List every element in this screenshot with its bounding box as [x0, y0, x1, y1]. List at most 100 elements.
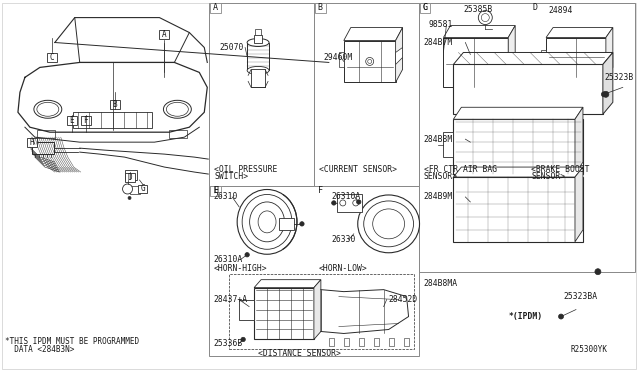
Text: <HORN-LOW>: <HORN-LOW> [319, 264, 367, 273]
Polygon shape [606, 28, 613, 77]
Circle shape [123, 184, 132, 194]
Bar [359, 339, 364, 346]
Bar [129, 186, 140, 194]
Polygon shape [396, 28, 403, 82]
Bar [419, 3, 528, 186]
Circle shape [368, 60, 372, 64]
Circle shape [481, 14, 490, 22]
Bar [444, 38, 508, 87]
Ellipse shape [258, 211, 276, 233]
Polygon shape [444, 26, 515, 38]
Bar [546, 38, 606, 77]
Text: DATA <284B3N>: DATA <284B3N> [5, 345, 74, 354]
Bar [209, 3, 314, 186]
Circle shape [454, 64, 462, 71]
Bar [315, 186, 326, 196]
Circle shape [332, 201, 336, 205]
Bar [329, 339, 334, 346]
Bar [344, 339, 349, 346]
Bar [344, 41, 396, 82]
Text: F: F [318, 186, 323, 195]
Polygon shape [546, 28, 613, 38]
Text: 28437+A: 28437+A [213, 295, 248, 304]
Ellipse shape [250, 202, 285, 242]
Polygon shape [453, 107, 583, 119]
Circle shape [356, 200, 361, 204]
Bar [159, 30, 170, 39]
Text: *THIS IPDM MUST BE PROGRAMMED: *THIS IPDM MUST BE PROGRAMMED [5, 337, 139, 346]
Ellipse shape [358, 195, 420, 253]
Circle shape [595, 269, 601, 275]
Polygon shape [453, 52, 613, 64]
Text: 26310A: 26310A [332, 192, 361, 202]
Circle shape [353, 200, 359, 206]
Text: SENSOR>: SENSOR> [531, 171, 565, 180]
Text: 25385B: 25385B [463, 5, 493, 14]
Text: 25336B: 25336B [213, 339, 243, 348]
Bar [314, 186, 419, 272]
Text: D: D [532, 3, 537, 12]
Bar [420, 3, 431, 13]
Text: H: H [29, 138, 34, 147]
Bar [229, 274, 413, 349]
Bar [444, 132, 453, 157]
Text: 26310A: 26310A [213, 255, 243, 264]
Circle shape [128, 196, 131, 199]
Bar [453, 177, 583, 242]
Text: SWITCH>: SWITCH> [214, 171, 248, 180]
Ellipse shape [372, 209, 404, 239]
Text: C: C [422, 3, 428, 12]
Text: B: B [318, 3, 323, 12]
Bar [255, 29, 261, 35]
Circle shape [456, 65, 460, 70]
Bar [528, 3, 635, 186]
Polygon shape [575, 107, 583, 174]
Text: A: A [162, 30, 167, 39]
Polygon shape [254, 280, 321, 288]
Bar [27, 138, 37, 147]
Bar [374, 339, 379, 346]
Text: H: H [213, 186, 218, 195]
Text: 25323B: 25323B [605, 73, 634, 82]
Circle shape [557, 64, 563, 70]
Text: <OIL PRESSURE: <OIL PRESSURE [214, 164, 278, 174]
Bar [32, 142, 54, 154]
Text: 25070: 25070 [220, 43, 244, 52]
Text: 284B9M: 284B9M [424, 192, 452, 202]
Bar [125, 170, 136, 180]
Polygon shape [575, 167, 583, 242]
Polygon shape [314, 280, 321, 340]
Bar [314, 3, 419, 186]
Bar [339, 52, 344, 67]
Bar [211, 186, 221, 196]
Bar [279, 218, 294, 230]
Bar [404, 339, 408, 346]
Bar [251, 70, 265, 87]
Bar [529, 3, 540, 13]
Text: F: F [83, 116, 88, 125]
Text: E: E [213, 186, 218, 195]
Text: <HORN-HIGH>: <HORN-HIGH> [213, 264, 267, 273]
Bar [209, 186, 314, 272]
Ellipse shape [37, 102, 59, 116]
Bar [453, 64, 603, 114]
Circle shape [559, 314, 564, 319]
Text: <BRAKE BOOST: <BRAKE BOOST [531, 164, 589, 174]
Ellipse shape [237, 189, 297, 254]
Bar [419, 3, 635, 272]
Text: D: D [127, 173, 132, 182]
Text: 25323BA: 25323BA [563, 292, 597, 301]
Bar [37, 130, 55, 138]
Circle shape [300, 222, 304, 226]
Polygon shape [603, 52, 613, 114]
Circle shape [478, 11, 492, 25]
Text: 284B7M: 284B7M [424, 38, 452, 47]
Bar [541, 51, 546, 62]
Text: C: C [49, 53, 54, 62]
Bar [125, 173, 134, 182]
Bar [73, 112, 152, 128]
Circle shape [602, 92, 606, 97]
Circle shape [340, 200, 346, 206]
Bar [337, 194, 362, 212]
Text: <FR CTR AIR BAG: <FR CTR AIR BAG [424, 164, 497, 174]
